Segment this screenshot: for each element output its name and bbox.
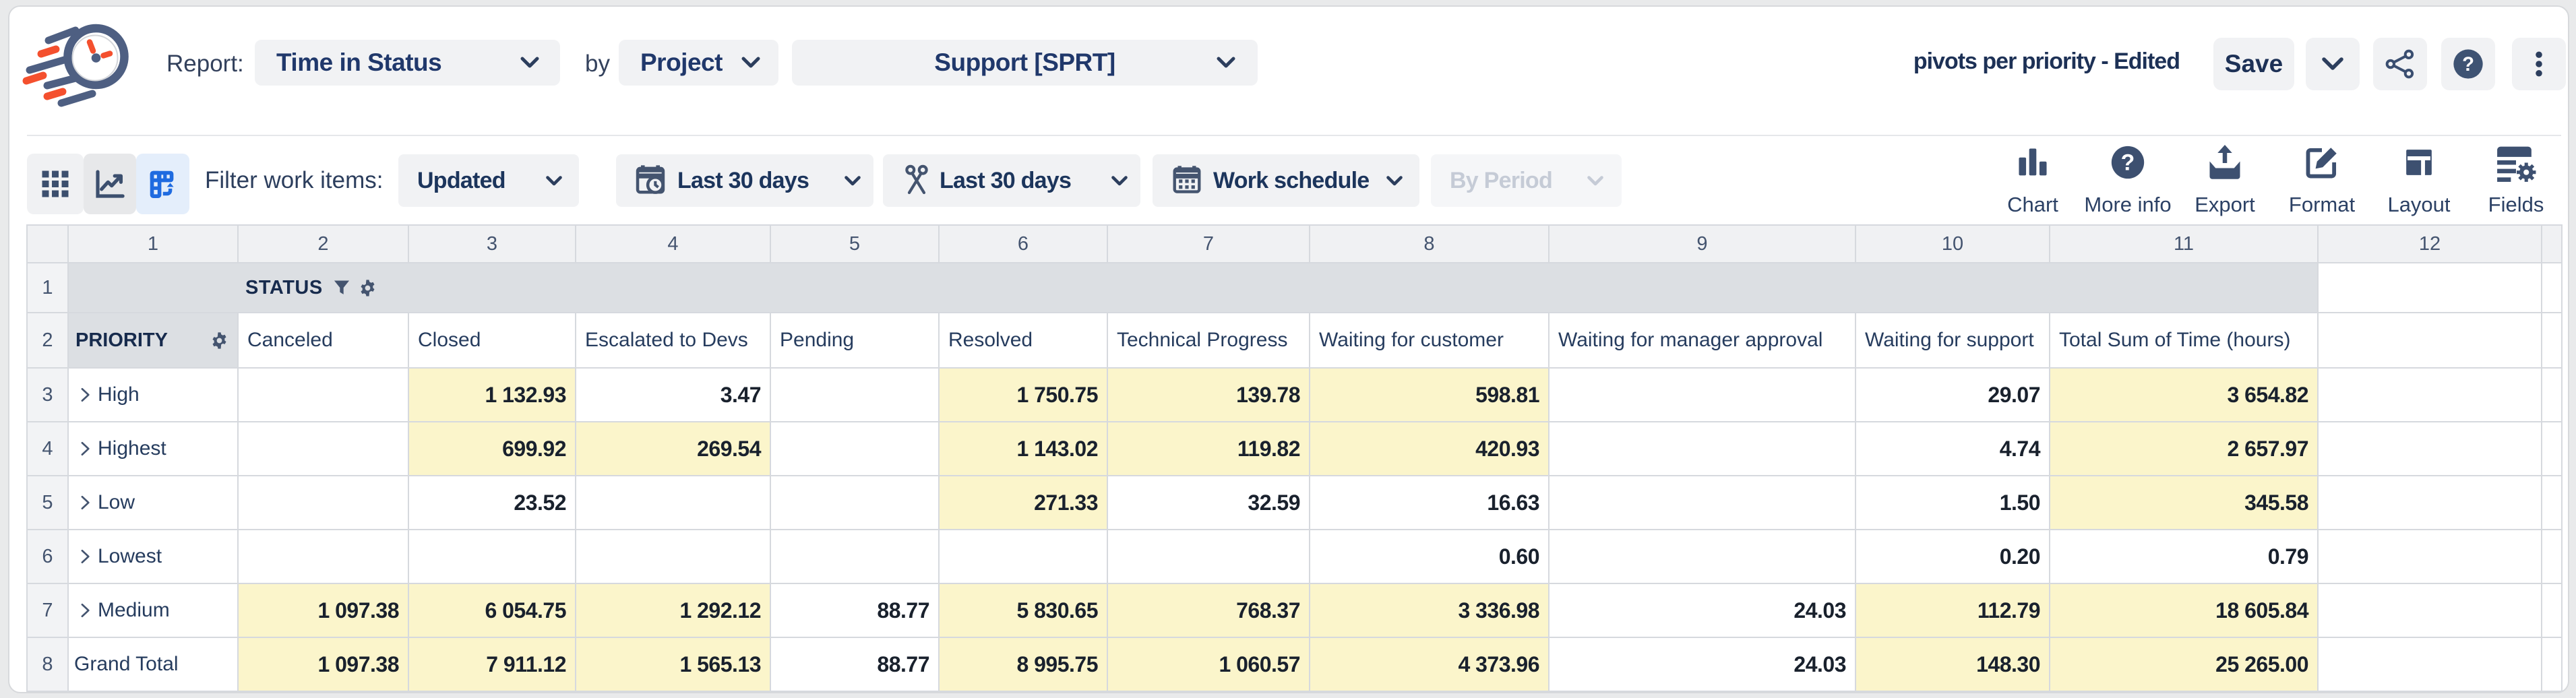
svg-text:?: ? bbox=[2121, 150, 2135, 176]
svg-text:?: ? bbox=[2462, 54, 2474, 75]
